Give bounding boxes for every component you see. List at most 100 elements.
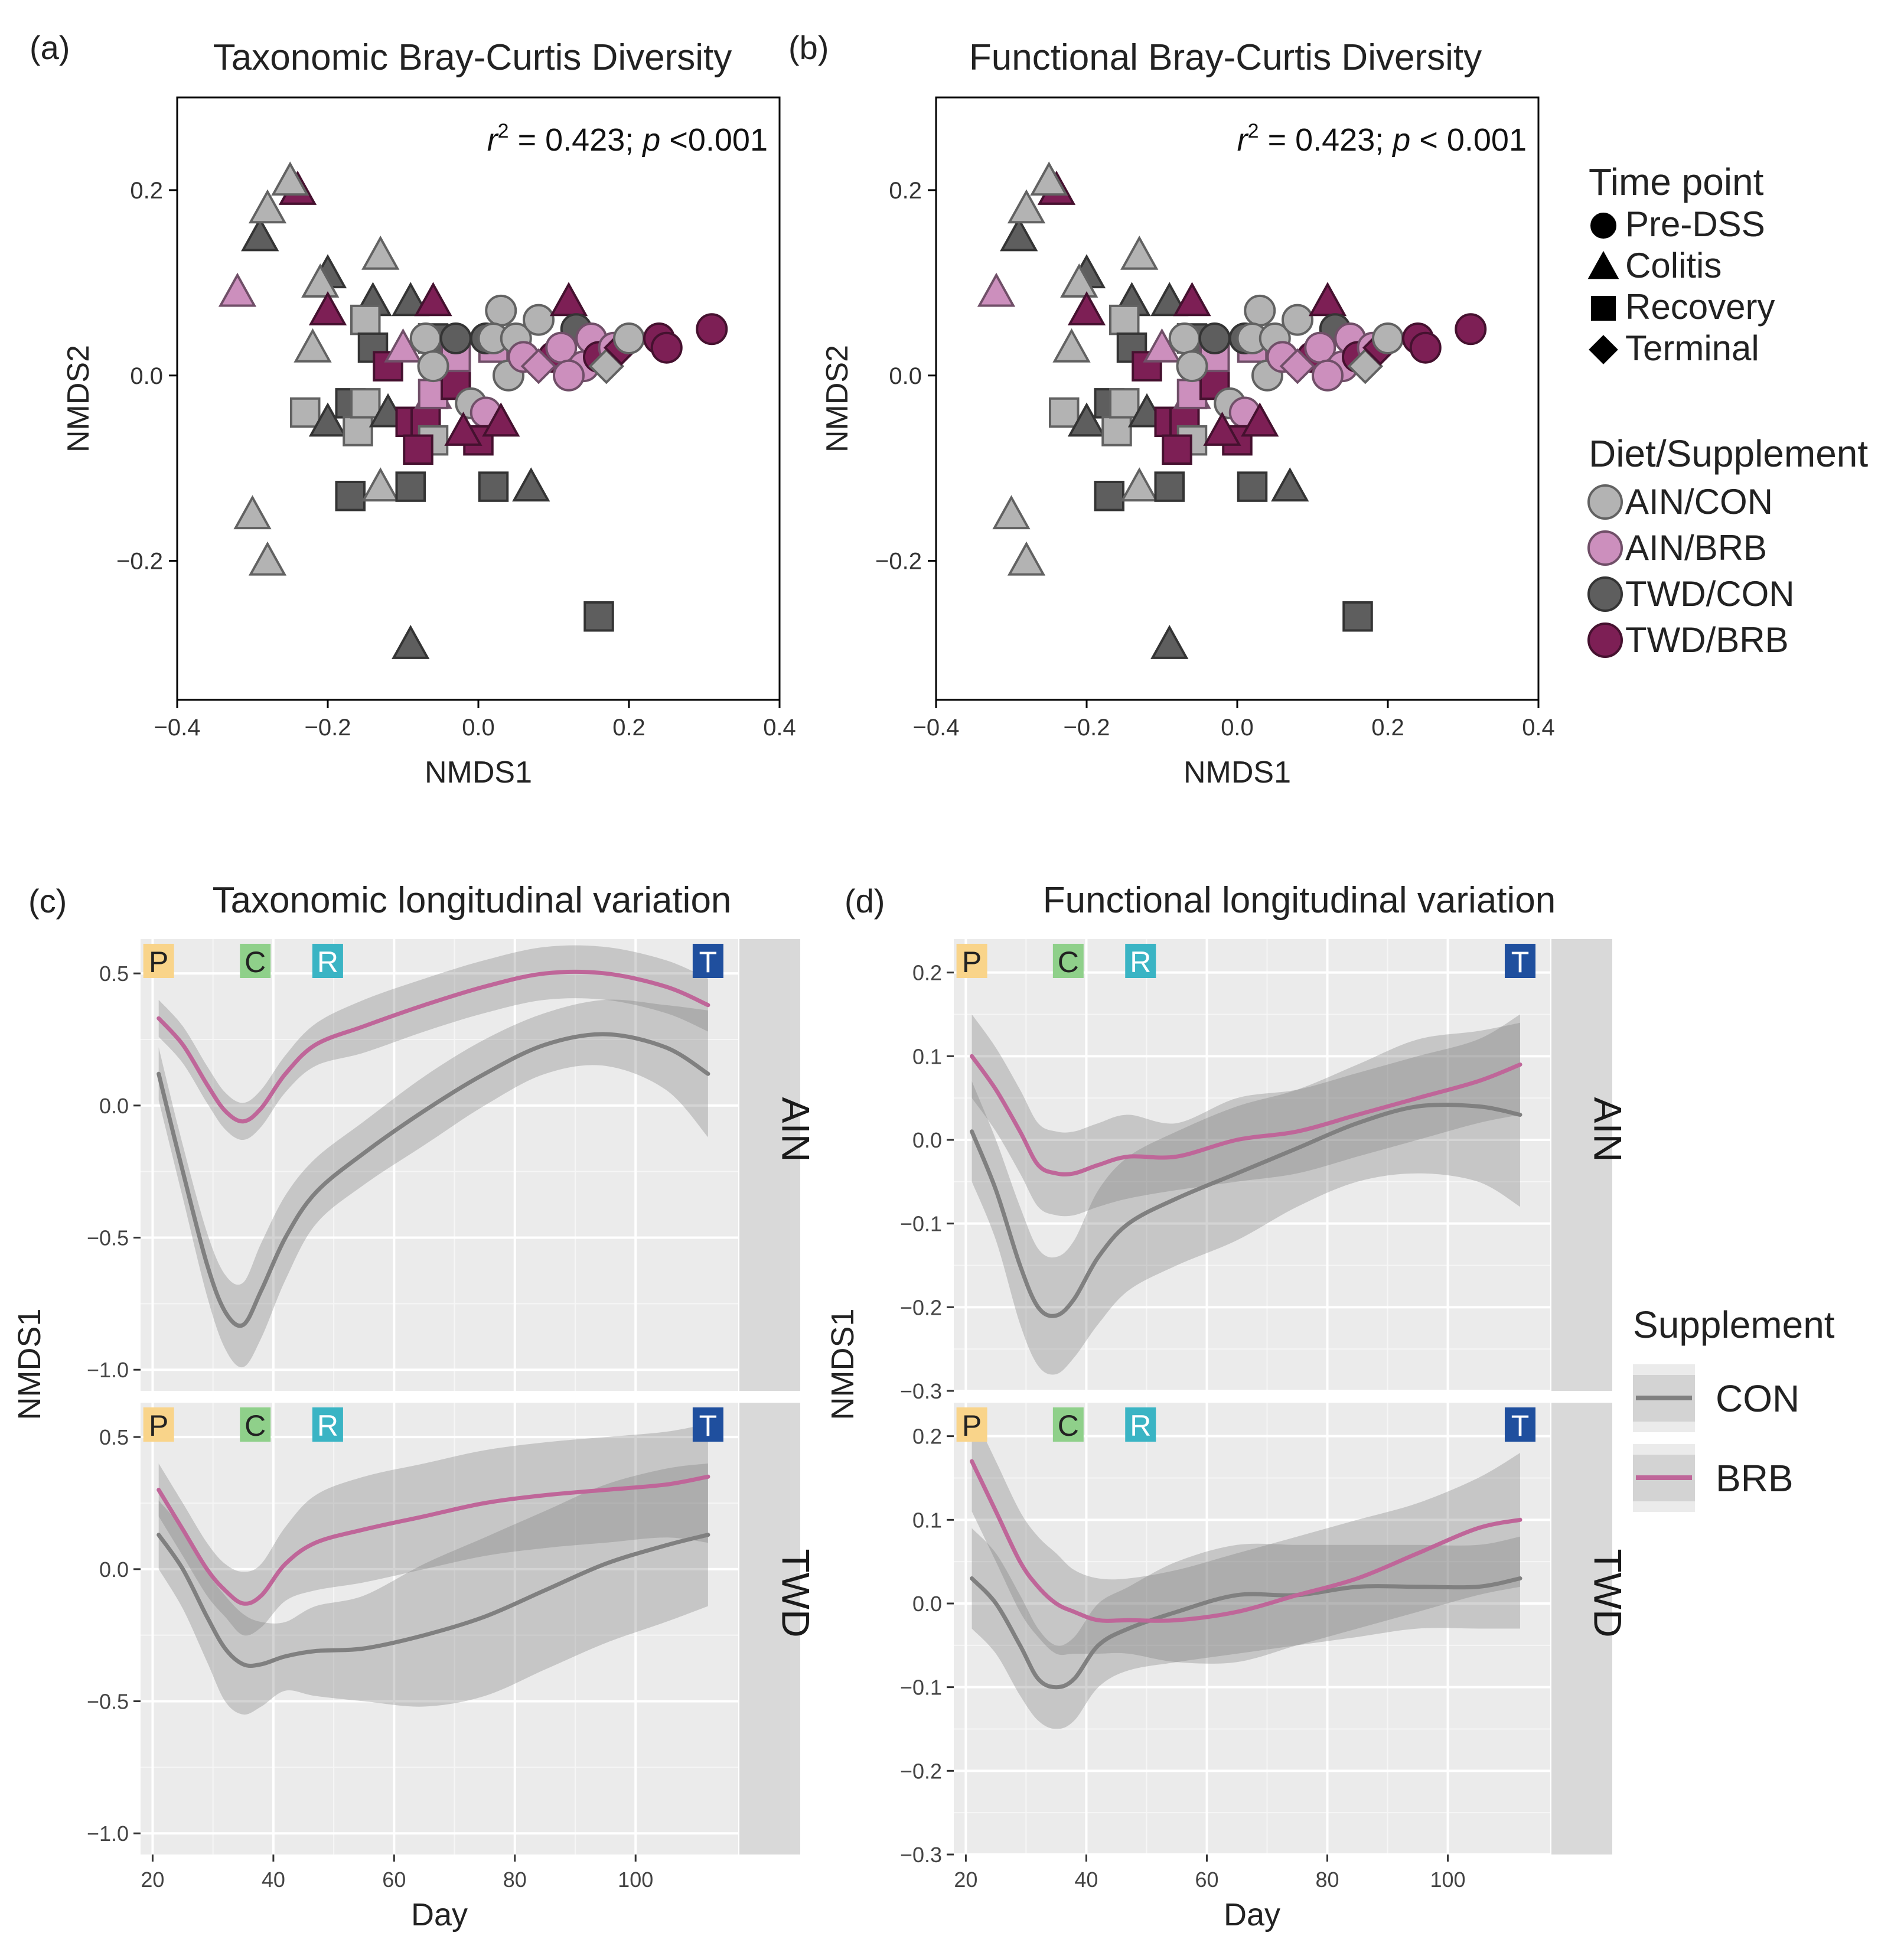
legend-title: Supplement — [1633, 1303, 1835, 1346]
x-tick-label: 20 — [141, 1867, 164, 1892]
y-tick-label: 0.2 — [889, 178, 922, 204]
data-point — [1279, 348, 1316, 384]
y-tick-label: −0.1 — [900, 1212, 942, 1236]
data-point — [1271, 467, 1309, 502]
y-tick-label: −0.2 — [875, 549, 922, 575]
points — [218, 161, 728, 659]
panel-a: −0.4 −0.2 0.0 0.2 0.4 −0.2 0.0 0.2 NMDS1 NMDS2 (a)… — [30, 29, 796, 790]
legend-label: BRB — [1716, 1457, 1794, 1500]
data-point — [248, 189, 287, 224]
x-tick-label: 0.4 — [1522, 715, 1555, 741]
data-point — [417, 350, 449, 383]
facet-strip — [739, 1403, 800, 1855]
data-point — [992, 495, 1031, 530]
phase-marker-c — [240, 1407, 271, 1442]
x-axis-title: Day — [1224, 1897, 1280, 1932]
phase-marker-t — [1504, 944, 1535, 978]
legend-label: Terminal — [1625, 328, 1759, 368]
data-point — [294, 328, 332, 363]
p-value: <0.001 — [660, 122, 768, 158]
data-point — [444, 412, 482, 446]
data-point — [1241, 402, 1279, 437]
y-tick-label: 0.2 — [912, 961, 942, 985]
ribbon-brb — [158, 945, 708, 1140]
data-point — [361, 467, 400, 502]
x-tick-label: −0.4 — [154, 715, 201, 741]
circle-icon — [1587, 576, 1623, 612]
x-tick-label: 0.2 — [1371, 715, 1404, 741]
y-tick-label: 0.0 — [912, 1592, 942, 1616]
x-tick-label: −0.2 — [1064, 715, 1110, 741]
series-line-con — [157, 1032, 710, 1328]
data-point — [414, 282, 452, 317]
facet-strip-label: TWD — [1586, 1549, 1630, 1637]
facet-strip — [1551, 1403, 1612, 1855]
facet-strip-label: AIN — [1586, 1097, 1630, 1162]
r2-value: = 0.423; — [1259, 122, 1393, 158]
y-tick-label: 0.2 — [912, 1425, 942, 1449]
y-tick-label: 0.0 — [130, 363, 163, 389]
data-point — [395, 471, 426, 502]
y-tick-label: −0.5 — [87, 1690, 129, 1714]
data-point — [1409, 331, 1442, 364]
y-tick-label: −0.3 — [900, 1379, 942, 1403]
legend-label: Pre-DSS — [1625, 204, 1765, 244]
facet-ain: P C R T −0.3 −0.2 −0.1 0.0 0.1 0.2 AIN — [900, 939, 1630, 1403]
ribbon-brb — [971, 1411, 1520, 1664]
phase-marker-p — [143, 1407, 174, 1442]
y-tick-label: 0.5 — [99, 1425, 129, 1449]
circle-icon — [1587, 530, 1623, 566]
data-point — [1109, 388, 1140, 419]
data-point — [1176, 350, 1208, 383]
data-point — [485, 294, 517, 327]
data-point — [392, 282, 430, 317]
x-tick-label: 60 — [1195, 1867, 1218, 1892]
phase-marker-label: R — [1130, 946, 1151, 979]
triangle-icon — [1587, 250, 1619, 279]
data-point — [290, 397, 321, 428]
data-point — [439, 322, 472, 354]
data-point — [409, 322, 442, 354]
phase-marker-label: T — [1511, 1409, 1530, 1442]
ribbon-con — [158, 999, 708, 1368]
y-tick-label: 0.0 — [99, 1094, 129, 1118]
series-line-brb — [970, 1459, 1522, 1623]
r-symbol: r — [1237, 122, 1249, 158]
y-axis-title: NMDS1 — [825, 1308, 860, 1420]
data-point — [1168, 322, 1201, 354]
x-tick-label: −0.4 — [913, 715, 960, 741]
data-point — [1049, 397, 1080, 428]
data-point — [335, 481, 366, 511]
facet-strip-label: TWD — [774, 1549, 818, 1637]
phase-marker-label: P — [962, 1409, 982, 1442]
data-point — [1282, 304, 1313, 336]
data-point — [650, 331, 683, 364]
data-point — [392, 624, 430, 659]
supplement-legend: Supplement CON BRB — [1633, 1303, 1835, 1512]
ribbon-brb — [158, 1423, 708, 1636]
chart-title: Taxonomic Bray-Curtis Diversity — [213, 37, 732, 78]
phase-marker-t — [692, 944, 723, 978]
data-point — [1154, 471, 1185, 502]
data-point — [271, 161, 309, 196]
data-point — [1109, 304, 1140, 335]
x-tick-label: 80 — [1316, 1867, 1339, 1892]
chart-title: Functional Bray-Curtis Diversity — [969, 37, 1482, 78]
x-tick-label: 80 — [503, 1867, 527, 1892]
facet-background — [141, 939, 738, 1391]
y-tick-label: −0.2 — [900, 1295, 942, 1319]
x-axis-title: Day — [411, 1897, 468, 1932]
phase-marker-label: R — [1130, 1409, 1151, 1442]
data-point — [1101, 416, 1132, 446]
phase-marker-r — [1125, 944, 1156, 978]
panel-label: (a) — [30, 29, 70, 66]
x-axis-title: NMDS1 — [425, 755, 532, 790]
x-tick-label: 40 — [262, 1867, 285, 1892]
data-point — [1120, 235, 1159, 270]
phase-marker-c — [1052, 944, 1084, 978]
phase-marker-label: P — [149, 946, 168, 979]
data-point — [1455, 313, 1487, 346]
data-point — [1030, 161, 1068, 196]
data-point — [308, 402, 347, 437]
phase-marker-label: C — [1058, 1409, 1079, 1442]
